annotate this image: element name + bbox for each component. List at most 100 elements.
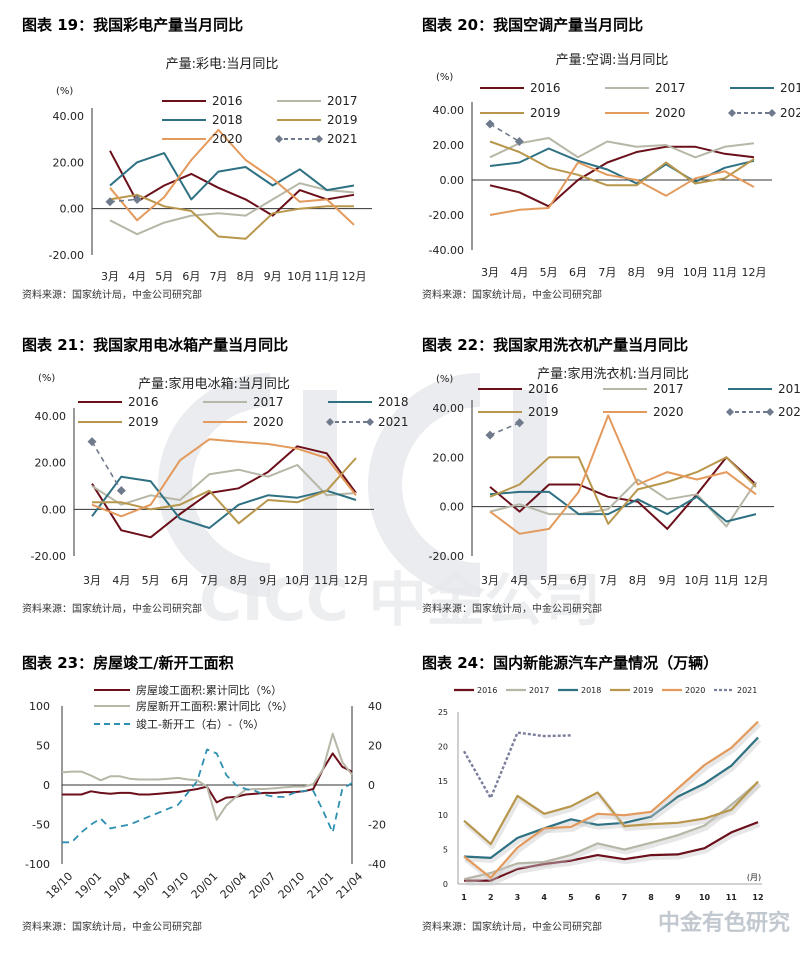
line-chart: 产量:家用电冰箱:当月同比 (%) -20.00 0.00 20.00 40.00 3月 4月… <box>31 373 409 587</box>
chart-title: 产量:彩电:当月同比 <box>166 57 279 72</box>
x-tick-label: 18/10 <box>44 870 76 902</box>
x-tick-label: 5 <box>568 893 574 902</box>
legend-label: 房屋新开工面积:累计同比（%） <box>136 699 293 713</box>
x-tick-label: 9月 <box>658 574 676 587</box>
series-shadow <box>465 738 762 863</box>
series-line-2016 <box>91 445 357 539</box>
y-axis-unit-label: (%) <box>436 374 453 385</box>
data-point-marker <box>105 197 115 207</box>
y-tick-label: 0.00 <box>440 174 465 187</box>
line-chart: 产量:空调:当月同比 (%) -40.00 -20.00 0.00 20.00 40.00 3… <box>429 53 800 279</box>
legend-label: 2017 <box>529 686 549 695</box>
chart-title: 产量:空调:当月同比 <box>556 53 669 68</box>
data-point-marker <box>766 408 774 416</box>
y-tick-label: 40.00 <box>35 410 67 423</box>
series-line-2019 <box>463 780 759 846</box>
line-chart: 产量:彩电:当月同比 (%) -20.00 0.00 20.00 40.00 3月 4月 5月 6… <box>49 57 372 283</box>
y-tick-label-right: -40 <box>368 858 386 871</box>
data-point-marker <box>366 418 374 426</box>
legend-label: 2016 <box>528 382 559 396</box>
series-line-1 <box>61 732 353 821</box>
series-line-2021 <box>489 123 520 143</box>
legend-label: 2018 <box>581 686 601 695</box>
series-line-2020 <box>463 720 759 879</box>
legend-label: 2017 <box>653 382 684 396</box>
chart-panel-21: 图表 21：我国家用电冰箱产量当月同比 产量:家用电冰箱:当月同比 (%) -20.… <box>22 334 409 634</box>
series-line-2 <box>62 748 353 844</box>
legend-label: 竣工-新开工（右）-（%） <box>136 717 264 731</box>
y-tick-label: 15 <box>438 777 448 786</box>
legend-label: 2017 <box>253 395 284 409</box>
data-point-marker <box>485 119 495 129</box>
x-tick-label: 7月 <box>598 266 616 279</box>
y-tick-label: 20.00 <box>53 156 85 169</box>
corner-logo: 中金有色研究 <box>657 911 790 936</box>
legend-label: 2021 <box>737 686 757 695</box>
legend-label: 2019 <box>128 415 159 429</box>
y-tick-label: 20 <box>438 742 448 751</box>
x-tick-label: 21/04 <box>334 870 366 902</box>
x-tick-label: 10月 <box>287 270 312 283</box>
line-chart: 产量:家用洗衣机:当月同比 (%) -20.00 0.00 20.00 40.00 3月 4月… <box>429 366 800 587</box>
legend-label: 2020 <box>685 686 705 695</box>
x-tick-label: 7月 <box>200 574 218 587</box>
x-tick-label: 1 <box>461 893 467 902</box>
x-tick-label: 11月 <box>314 574 339 587</box>
figure-title: 图表 19：我国彩电产量当月同比 <box>22 16 244 34</box>
y-tick-label: 40.00 <box>433 402 465 415</box>
legend-label: 2016 <box>530 81 561 95</box>
series-line-2019 <box>109 193 354 240</box>
series-line-2017 <box>91 464 357 506</box>
series-line-2021 <box>489 422 520 436</box>
y-tick-label: 20.00 <box>35 457 67 470</box>
series-line-2018 <box>463 736 759 859</box>
data-point-marker <box>515 418 525 428</box>
y-tick-label: -20.00 <box>429 209 464 222</box>
legend-label: 2021 <box>378 415 409 429</box>
x-tick-label: 8 <box>648 893 654 902</box>
source-note: 资料来源：国家统计局，中金公司研究部 <box>422 922 602 933</box>
chart-title: 产量:家用电冰箱:当月同比 <box>138 376 290 392</box>
series-line-2016 <box>109 150 355 217</box>
data-point-marker <box>485 430 495 440</box>
x-tick-label: 3月 <box>481 266 499 279</box>
series-shadow <box>465 822 761 886</box>
x-tick-label: 7月 <box>599 574 617 587</box>
legend-label: 2019 <box>633 686 653 695</box>
source-note: 资料来源：国家统计局，中金公司研究部 <box>22 922 202 933</box>
legend-label: 2020 <box>253 415 284 429</box>
series-line-2018 <box>91 475 357 529</box>
x-tick-label: 3月 <box>83 574 101 587</box>
x-unit-label: (月) <box>747 873 761 882</box>
x-tick-label: 4 <box>541 893 547 902</box>
source-note: 资料来源：国家统计局，中金公司研究部 <box>422 290 602 301</box>
x-tick-label: 5月 <box>540 266 558 279</box>
legend-label: 2016 <box>212 94 243 108</box>
x-tick-label: 12月 <box>742 266 767 279</box>
figure-title: 图表 20：我国空调产量当月同比 <box>422 16 644 34</box>
data-point-marker <box>315 135 323 143</box>
series-line-2020 <box>489 161 755 216</box>
y-axis-unit-label: (%) <box>56 86 73 97</box>
series-line-2017 <box>109 182 355 236</box>
x-tick-label: 9月 <box>657 266 675 279</box>
x-tick-label: 6月 <box>570 574 588 587</box>
x-tick-label: 19/10 <box>160 870 192 902</box>
y-tick-label-left: 0 <box>43 779 50 792</box>
y-tick-label: 20.00 <box>433 139 465 152</box>
x-tick-label: 11月 <box>712 266 737 279</box>
series-line-2020 <box>109 128 355 226</box>
x-tick-label: 8月 <box>628 266 646 279</box>
data-point-marker <box>116 486 126 496</box>
chart-panel-22: 图表 22：我国家用洗衣机产量当月同比 产量:家用洗衣机:当月同比 (%) -20.… <box>422 334 800 634</box>
x-tick-label: 19/07 <box>131 870 163 902</box>
legend-label: 2020 <box>655 106 686 120</box>
series-shadow <box>464 782 762 885</box>
series-line-2017 <box>489 137 755 159</box>
x-tick-label: 10月 <box>684 574 709 587</box>
x-tick-label: 6 <box>595 893 601 902</box>
y-tick-label: -20.00 <box>49 249 84 262</box>
series-line-2018 <box>109 152 355 201</box>
legend-label: 2017 <box>655 81 686 95</box>
